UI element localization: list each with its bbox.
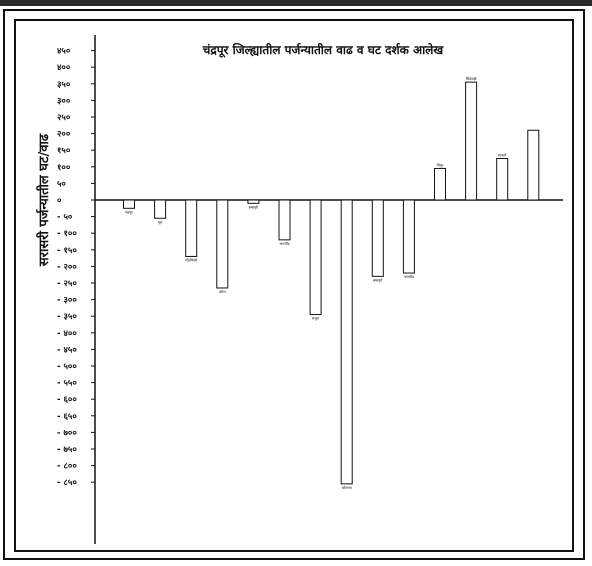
y-tick-label: - २०० [57,262,77,272]
bar [216,199,229,289]
y-tick-label: - ५०० [57,362,77,372]
bar-label: नागभीड [279,241,289,246]
y-tick-label: - ५० [57,213,73,223]
y-ticks: ४५० ४०० ३५० ३०० २५० २०० १५० १०० ५० ० - ५० - १०० - १५… [57,47,95,488]
bar [247,199,260,204]
bar [278,199,291,241]
bar-label: सावली [498,153,507,158]
bar-label: मूल [158,220,163,224]
bar-label: राजुरा [312,317,319,321]
y-tick-label: - ५५० [57,379,77,389]
y-tick-label: - ३५० [57,312,77,322]
bar-label: गोंडपिंपरी [185,257,197,262]
y-tick-label: ० [57,196,62,206]
y-tick-label: ५० [57,179,66,189]
bars: चंद्रपूर मूल गोंडपिंपरी वरोरा ब्रम्हपुरी नागभ… [123,76,540,490]
y-tick-label: २०० [57,130,71,140]
y-tick-label: - २५० [57,279,77,289]
bar [465,81,478,201]
bar [434,167,446,201]
y-tick-label: १०० [57,163,71,173]
y-tick-label: - ८०० [57,462,77,472]
y-tick-label: - ४०० [57,329,77,339]
y-tick-label: - ६०० [57,395,77,405]
bar [309,199,322,316]
bar-label: ब्रम्हपुरी [249,204,258,209]
y-tick-label: - ७५० [57,445,77,455]
bar [340,199,353,485]
inner-frame [14,19,574,552]
bar-label: चिमूर [437,162,444,167]
top-bar [0,0,592,6]
bar [123,199,135,209]
y-tick-label: ४५० [57,47,71,57]
bar [154,199,167,219]
y-axis-label: सरासरी पर्जन्यातील घट/वाढ [36,133,52,267]
bar-label: कोरपना [342,485,352,490]
y-tick-label: - ३०० [57,296,77,306]
bar-label: सिंदेवाही [466,76,477,81]
y-tick-label: - १५० [57,246,77,256]
y-tick-label: १५० [57,146,71,156]
y-tick-label: - ४५० [57,345,77,355]
bar [496,158,509,201]
bar-label: ब्रम्हपुरी [373,277,382,282]
chart-title: चंद्रपूर जिल्ह्यातील पर्जन्यातील वाढ व घ… [202,43,445,58]
outer-frame [3,9,585,560]
bar-label: चंद्रपूर [125,210,133,214]
y-tick-label: ४०० [57,63,71,73]
y-tick-label: - ७०० [57,428,77,438]
y-tick-label: - ६५० [57,412,77,422]
bar [527,129,540,201]
y-tick-label: ३५० [57,80,71,90]
y-tick-label: - १०० [57,229,77,239]
y-tick-label: - ८५० [57,478,77,488]
bar [185,199,198,257]
bar [402,199,415,274]
y-tick-label: २५० [57,113,71,123]
y-tick-label: ३०० [57,96,71,106]
bar [371,199,384,277]
bar-label: वरोरा [219,289,226,294]
bar-label: नागभीड [404,274,414,279]
